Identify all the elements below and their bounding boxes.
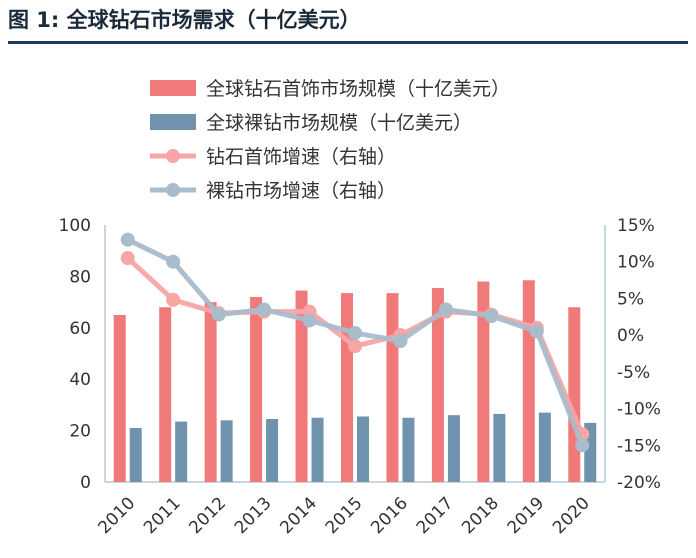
legend-swatch-0 xyxy=(150,80,196,96)
x-tick-label: 2016 xyxy=(367,493,412,538)
polished-growth-point xyxy=(529,324,544,339)
title-rule xyxy=(8,41,688,44)
legend-label-0: 全球钻石首饰市场规模（十亿美元） xyxy=(206,78,510,100)
x-tick-label: 2014 xyxy=(276,493,321,538)
polished-bar xyxy=(311,417,324,482)
jewelry-bar xyxy=(250,296,263,482)
polished-bar xyxy=(357,416,369,482)
polished-growth-point xyxy=(575,438,590,453)
left-tick-label: 60 xyxy=(69,319,91,339)
jewelry-bar xyxy=(386,293,399,482)
polished-bar xyxy=(402,417,415,482)
jewelry-bar xyxy=(568,307,581,482)
legend-label-3: 裸钻市场增速（右轴） xyxy=(206,180,396,202)
left-tick-label: 80 xyxy=(69,267,91,287)
right-tick-label: -15% xyxy=(617,436,661,456)
jewelry-bar xyxy=(113,314,126,482)
left-tick-label: 40 xyxy=(69,370,91,390)
polished-growth-point xyxy=(393,334,408,349)
left-tick-label: 0 xyxy=(80,473,91,493)
jewelry-growth-point xyxy=(120,251,135,266)
right-tick-label: -10% xyxy=(617,400,661,420)
right-tick-label: 5% xyxy=(617,289,644,309)
polished-growth-point xyxy=(166,254,181,269)
polished-growth-point xyxy=(438,302,453,317)
polished-bar xyxy=(175,421,188,482)
polished-bar xyxy=(493,413,506,482)
jewelry-bar xyxy=(204,302,217,482)
polished-growth-point xyxy=(257,302,272,317)
x-tick-label: 2012 xyxy=(185,493,230,538)
right-tick-label: -20% xyxy=(617,473,661,493)
jewelry-bar xyxy=(522,280,535,482)
legend-swatch-1 xyxy=(150,114,196,130)
jewelry-growth-point xyxy=(166,292,181,307)
right-tick-label: 0% xyxy=(617,326,644,346)
right-tick-label: 10% xyxy=(617,253,655,273)
right-tick-label: -5% xyxy=(617,363,650,383)
lines xyxy=(120,232,590,453)
jewelry-bar xyxy=(431,287,444,482)
legend-marker-2 xyxy=(166,149,180,163)
polished-bar xyxy=(447,415,460,482)
legend-label-2: 钻石首饰增速（右轴） xyxy=(206,146,396,168)
jewelry-growth-point xyxy=(348,339,362,354)
polished-bar xyxy=(220,420,233,482)
left-tick-label: 20 xyxy=(69,422,91,442)
jewelry-bar xyxy=(295,290,308,482)
polished-growth-point xyxy=(484,309,499,324)
x-tick-label: 2015 xyxy=(322,493,367,538)
x-tick-label: 2011 xyxy=(140,493,185,538)
x-tick-label: 2018 xyxy=(458,493,503,538)
polished-bar xyxy=(129,428,142,482)
left-tick-label: 100 xyxy=(59,216,91,236)
polished-bar xyxy=(538,412,551,482)
bars xyxy=(113,280,597,482)
x-tick-label: 2019 xyxy=(504,493,549,538)
x-tick-label: 2017 xyxy=(413,493,458,538)
jewelry-bar xyxy=(341,293,353,482)
polished-growth-point xyxy=(120,232,135,247)
polished-growth-point xyxy=(348,325,362,340)
legend: 全球钻石首饰市场规模（十亿美元） 全球裸钻市场规模（十亿美元） 钻石首饰增速（右轴）… xyxy=(150,78,510,202)
x-tick-label: 2020 xyxy=(549,493,594,538)
x-tick-label: 2013 xyxy=(231,493,276,538)
polished-growth-point xyxy=(302,313,317,328)
legend-marker-3 xyxy=(166,183,180,197)
jewelry-bar xyxy=(477,281,490,482)
figure-title: 图 1: 全球钻石市场需求（十亿美元） xyxy=(8,8,361,32)
legend-label-1: 全球裸钻市场规模（十亿美元） xyxy=(206,112,472,134)
x-tick-label: 2010 xyxy=(95,493,140,538)
right-tick-label: 15% xyxy=(617,216,655,236)
polished-bar xyxy=(266,419,279,482)
jewelry-bar xyxy=(159,307,172,482)
polished-growth-point xyxy=(211,307,226,322)
